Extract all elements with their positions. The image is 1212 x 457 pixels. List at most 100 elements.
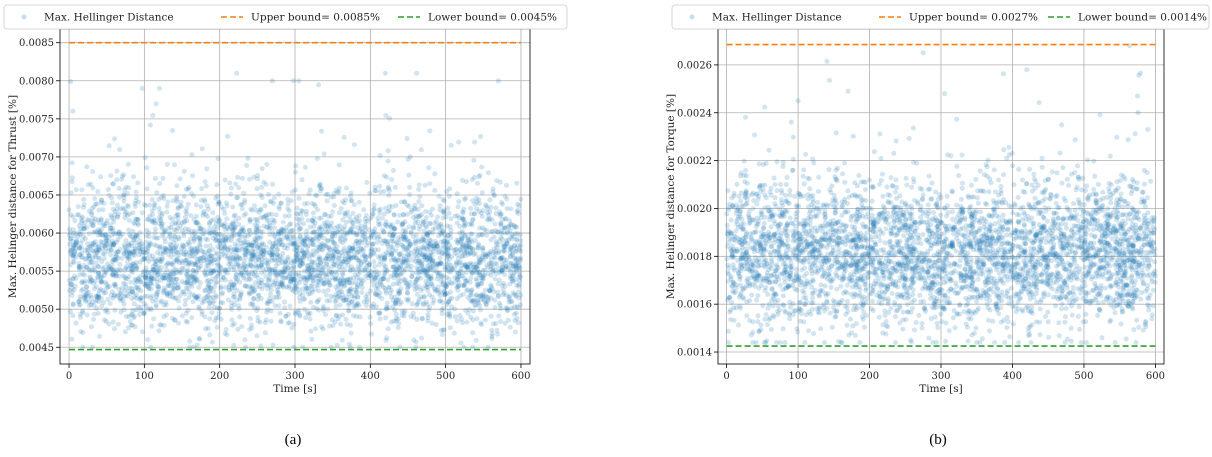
scatter-point [137, 245, 143, 251]
scatter-point [352, 287, 358, 293]
scatter-point [177, 223, 183, 229]
scatter-point [96, 291, 101, 297]
scatter-point [490, 265, 496, 271]
scatter-point [399, 308, 405, 314]
scatter-point [183, 249, 189, 255]
scatter-point [377, 253, 383, 259]
scatter-point [86, 231, 92, 237]
scatter-point [456, 279, 462, 285]
scatter-point [344, 230, 350, 236]
scatter-point [296, 195, 302, 201]
scatter-point [333, 269, 339, 275]
scatter-point [240, 225, 246, 231]
scatter-point [420, 302, 426, 308]
scatter-point [188, 213, 194, 219]
scatter-point [829, 324, 835, 330]
scatter-point [211, 228, 216, 234]
scatter-point [309, 267, 315, 273]
scatter-point [179, 220, 185, 226]
scatter-point [437, 298, 443, 304]
scatter-point [333, 298, 339, 303]
scatter-point [350, 210, 356, 216]
scatter-point [155, 250, 160, 256]
scatter-point [185, 319, 190, 325]
scatter-point [106, 321, 112, 327]
scatter-point [467, 260, 473, 266]
scatter-point [499, 200, 505, 205]
scatter-point [464, 265, 469, 271]
scatter-point [359, 229, 365, 235]
scatter-point [309, 201, 315, 206]
scatter-point [418, 294, 424, 300]
scatter-point [792, 193, 798, 199]
scatter-point [229, 317, 235, 323]
scatter-point [464, 319, 470, 325]
scatter-point [269, 255, 275, 261]
scatter-point [496, 277, 502, 283]
scatter-point [325, 253, 331, 259]
scatter-point [158, 299, 164, 305]
scatter-point [205, 292, 211, 298]
scatter-point [362, 223, 368, 229]
scatter-point [316, 267, 322, 273]
scatter-point [505, 317, 511, 323]
scatter-point [395, 316, 401, 322]
scatter-point [363, 213, 369, 218]
scatter-point [239, 175, 245, 181]
scatter-point [439, 307, 445, 313]
y-tick-label: 0.0050 [19, 305, 54, 316]
scatter-point [161, 227, 167, 233]
scatter-point [390, 281, 396, 287]
scatter-point [203, 183, 209, 189]
scatter-point [68, 190, 74, 196]
scatter-point [368, 288, 373, 294]
scatter-point [476, 243, 482, 249]
scatter-point [142, 155, 148, 161]
scatter-point [183, 297, 188, 303]
scatter-point [246, 242, 252, 248]
scatter-point [70, 214, 76, 220]
scatter-point [195, 265, 201, 271]
scatter-point [101, 221, 107, 227]
scatter-point [137, 259, 143, 265]
scatter-point [209, 310, 215, 316]
scatter-point [423, 299, 429, 305]
scatter-point [489, 327, 495, 333]
scatter-point [213, 274, 219, 280]
scatter-point [507, 281, 513, 287]
scatter-point [485, 295, 491, 300]
scatter-point [157, 210, 163, 215]
scatter-point [242, 247, 248, 253]
scatter-point [181, 233, 187, 239]
scatter-point [237, 279, 243, 285]
scatter-point [433, 322, 439, 328]
scatter-point [73, 241, 78, 247]
scatter-point [141, 301, 147, 307]
scatter-point [95, 189, 101, 194]
scatter-point [91, 311, 97, 317]
scatter-point [171, 227, 177, 233]
scatter-point [425, 312, 431, 318]
scatter-point [471, 252, 477, 258]
scatter-point [396, 252, 402, 258]
scatter-point [766, 147, 772, 153]
scatter-point [228, 248, 234, 254]
scatter-point [98, 239, 104, 245]
scatter-point [430, 258, 436, 263]
scatter-point [94, 229, 100, 235]
scatter-point [125, 254, 131, 260]
scatter-point [348, 330, 354, 336]
scatter-point [285, 242, 291, 248]
scatter-point [426, 307, 432, 313]
scatter-point [202, 250, 208, 255]
scatter-point [292, 169, 298, 175]
scatter-point [931, 253, 937, 259]
scatter-point [382, 266, 388, 272]
scatter-point [117, 298, 123, 303]
scatter-point [215, 214, 221, 220]
scatter-point [332, 275, 338, 281]
scatter-point [79, 214, 85, 220]
scatter-point [293, 253, 299, 259]
scatter-point [346, 297, 352, 303]
scatter-point [169, 290, 175, 296]
